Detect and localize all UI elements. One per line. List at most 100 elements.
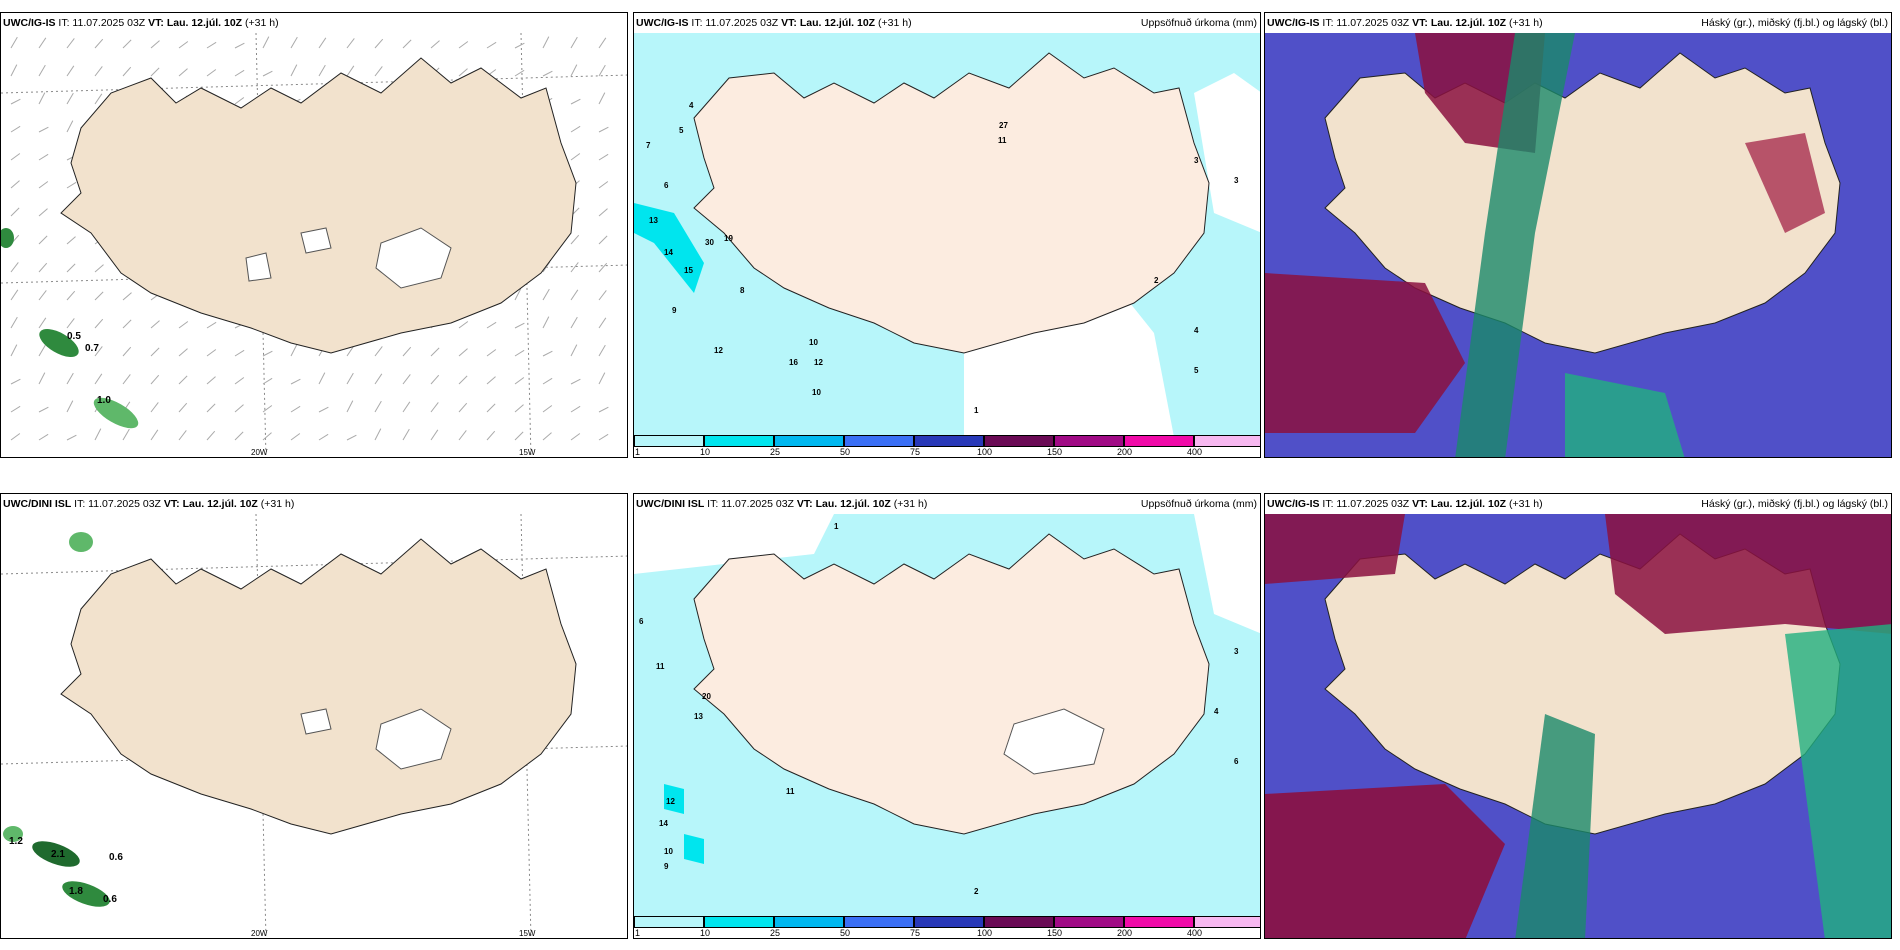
wind-barb xyxy=(290,405,301,413)
cloud-panel-bottom: UWC/IG-IS IT: 11.07.2025 03Z VT: Lau. 12… xyxy=(1264,493,1892,939)
wind-barb xyxy=(598,92,606,105)
wind-barb xyxy=(542,350,553,357)
legend-swatch xyxy=(774,916,844,928)
wind-barb xyxy=(234,404,244,413)
panel-title: Háský (gr.), miðský (fj.bl.) og lágský (… xyxy=(1701,498,1888,510)
lon-label: 20W xyxy=(251,448,268,457)
wind-barb xyxy=(150,402,159,413)
legend-tick: 75 xyxy=(910,447,921,457)
precip-value: 13 xyxy=(694,712,703,721)
legend-tick: 200 xyxy=(1117,928,1133,938)
wind-barb xyxy=(38,406,49,413)
wind-barb xyxy=(10,98,21,105)
wind-barb xyxy=(66,236,76,245)
legend-tick: 400 xyxy=(1187,928,1203,938)
precip-value: 14 xyxy=(664,248,673,257)
wind-barb xyxy=(570,433,581,441)
wind-barb xyxy=(234,349,245,357)
wind-barb xyxy=(234,42,245,49)
precip-value: 14 xyxy=(659,819,668,828)
mid-cloud xyxy=(1605,514,1891,634)
wind-barb xyxy=(346,400,354,413)
wind-barb xyxy=(346,65,355,77)
wind-barb xyxy=(38,344,46,357)
wind-barb xyxy=(402,374,411,385)
legend-swatch xyxy=(1124,435,1194,447)
wind-barb xyxy=(150,320,160,329)
legend-swatch xyxy=(1194,435,1260,447)
wind-barb xyxy=(262,350,273,357)
wind-barb xyxy=(430,40,440,49)
wind-barb xyxy=(570,316,578,329)
legend-swatch xyxy=(844,435,914,447)
wind-barb xyxy=(122,428,130,441)
wind-barb xyxy=(598,37,607,49)
wind-barb xyxy=(94,346,103,357)
precip-value: 0.7 xyxy=(85,343,99,354)
wind-barb xyxy=(458,321,469,329)
precip-value: 2 xyxy=(974,887,979,896)
wind-barb xyxy=(10,378,21,385)
wind-barb xyxy=(10,405,21,413)
legend-tick: 25 xyxy=(770,447,781,457)
precip-value: 11 xyxy=(998,136,1007,145)
precip-value: 9 xyxy=(672,306,677,315)
precip-value: 10 xyxy=(809,338,818,347)
high-cloud xyxy=(1785,624,1891,938)
lon-label: 20W xyxy=(251,929,268,938)
legend-tick: 150 xyxy=(1047,928,1063,938)
wind-barb xyxy=(514,288,522,301)
wind-barb xyxy=(514,404,524,413)
precip-blobs xyxy=(3,532,110,907)
legend-swatch xyxy=(704,916,774,928)
precip-map: 13 14 15 19 30 10 10 12 9 8 12 16 27 11 … xyxy=(634,33,1260,437)
precip-value: 11 xyxy=(786,787,795,796)
precip-value: 6 xyxy=(664,181,669,190)
wind-barb xyxy=(234,69,245,77)
cloud-panel-top: UWC/IG-IS IT: 11.07.2025 03Z VT: Lau. 12… xyxy=(1264,12,1892,458)
precip-value: 6 xyxy=(1234,757,1239,766)
wind-barb xyxy=(514,322,525,329)
panel-header: UWC/IG-IS IT: 11.07.2025 03Z VT: Lau. 12… xyxy=(1265,13,1891,33)
wind-barb xyxy=(262,377,273,385)
legend-swatch xyxy=(1194,916,1260,928)
wind-map: 1.2 2.1 0.6 1.8 0.6 20W 15W xyxy=(1,514,627,938)
precip-value: 4 xyxy=(689,101,694,110)
legend-swatch xyxy=(984,916,1054,928)
wind-barb xyxy=(38,262,48,273)
dry-area xyxy=(1194,73,1260,233)
legend-swatch xyxy=(634,916,704,928)
precip-value: 13 xyxy=(649,216,658,225)
wind-barb xyxy=(10,36,18,49)
wind-panel-bottom: UWC/DINI ISL IT: 11.07.2025 03Z VT: Lau.… xyxy=(0,493,628,939)
wind-barb xyxy=(38,92,46,105)
wind-barb xyxy=(598,406,609,413)
legend-swatch xyxy=(1124,916,1194,928)
wind-barb xyxy=(66,38,75,49)
precip-blobs xyxy=(1,228,139,429)
wind-barb xyxy=(66,92,74,105)
wind-barb xyxy=(402,39,412,49)
wind-barb xyxy=(10,125,21,133)
precip-value: 3 xyxy=(1194,156,1199,165)
wind-barb xyxy=(66,181,77,189)
wind-barb xyxy=(122,374,131,385)
wind-barb xyxy=(94,318,104,329)
legend-swatch xyxy=(914,916,984,928)
precip-legend: 1 10 25 50 75 100 150 200 400 xyxy=(634,916,1260,938)
iceland-outline xyxy=(693,52,1210,354)
heavy-precip xyxy=(684,834,704,864)
wind-barb xyxy=(402,401,411,413)
precip-value: 3 xyxy=(1234,176,1239,185)
wind-barb xyxy=(150,374,160,385)
panel-header: UWC/DINI ISL IT: 11.07.2025 03Z VT: Lau.… xyxy=(634,494,1260,514)
wind-barb xyxy=(10,289,19,301)
wind-barb xyxy=(598,317,607,329)
precip-value: 1 xyxy=(834,522,839,531)
wind-barb xyxy=(94,291,104,301)
wind-barb xyxy=(290,433,301,441)
precip-value: 4 xyxy=(1194,326,1199,335)
wind-barb xyxy=(570,125,581,133)
dry-area xyxy=(634,514,834,574)
wind-barb xyxy=(206,403,216,413)
